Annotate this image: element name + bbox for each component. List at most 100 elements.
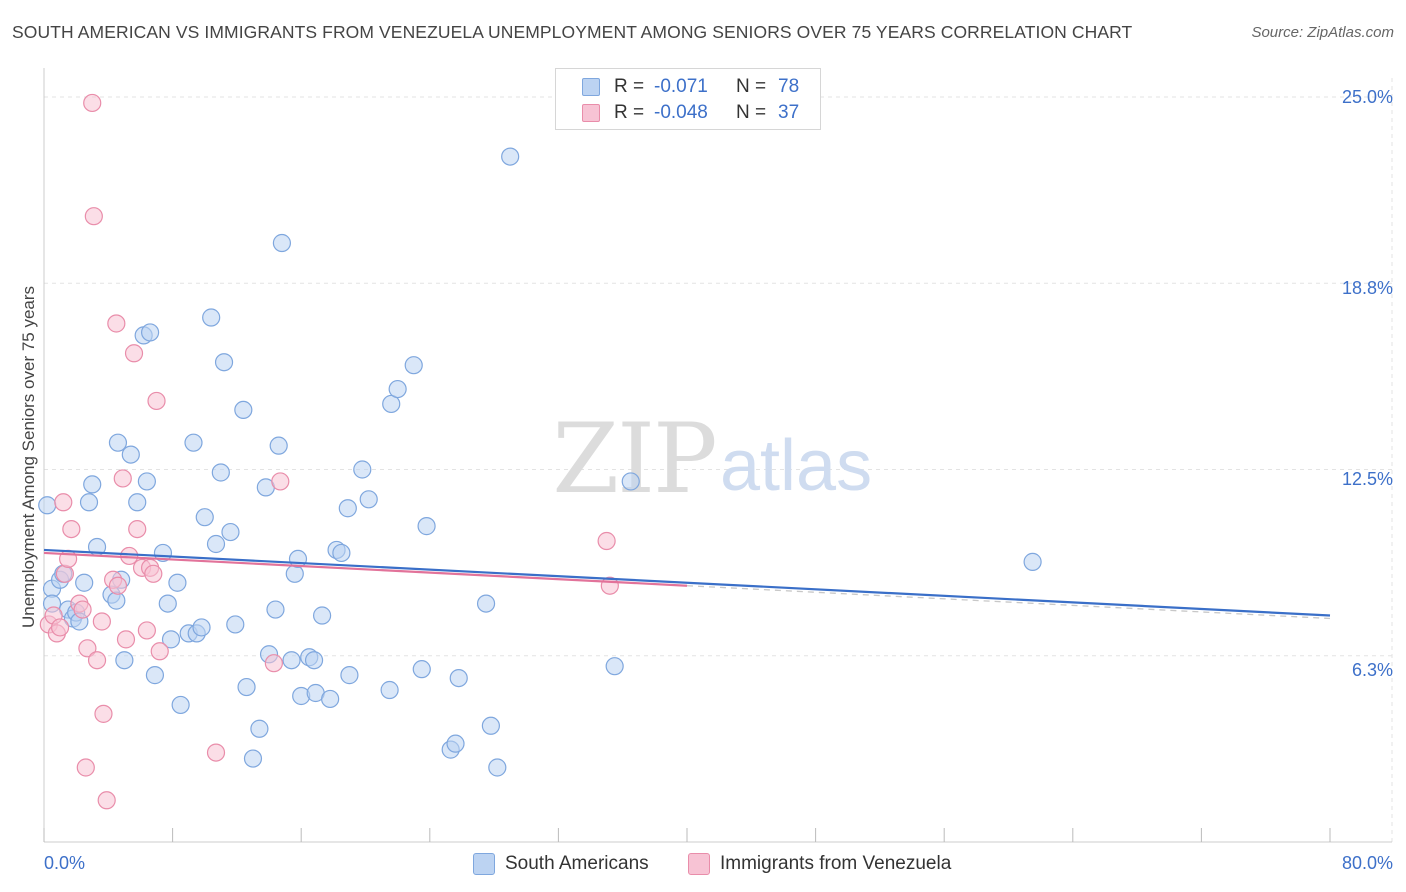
watermark-atlas: atlas [720, 426, 872, 506]
legend-swatch-blue [582, 78, 600, 96]
scatter-point [115, 651, 134, 670]
scatter-point [108, 576, 128, 595]
chart-title: SOUTH AMERICAN VS IMMIGRANTS FROM VENEZU… [12, 22, 1133, 42]
scatter-point [234, 400, 253, 419]
series-immigrants-venezuela [39, 93, 619, 810]
scatter-point [621, 472, 640, 491]
scatter-point [488, 758, 507, 777]
scatter-point [269, 436, 288, 455]
scatter-point [250, 719, 269, 738]
scatter-point [83, 475, 102, 494]
y-tick-label-12-5: 12.5% [1341, 469, 1393, 489]
scatter-point [206, 534, 226, 554]
scatter-point [476, 594, 496, 613]
legend-swatch-pink [582, 104, 600, 122]
legend-r-label: R = [614, 76, 645, 97]
legend-n-value: 37 [778, 102, 800, 123]
scatter-point [353, 460, 372, 479]
scatter-point [140, 323, 160, 342]
scatter-point [73, 600, 92, 619]
grid [44, 78, 1393, 842]
scatter-point [237, 677, 256, 697]
y-tick-label-25-0: 25.0% [1341, 87, 1393, 107]
scatter-point [243, 749, 263, 768]
scatter-point [97, 791, 116, 810]
scatter-point [184, 433, 203, 452]
scatter-point [271, 472, 290, 491]
legend-r-value: -0.048 [654, 102, 708, 123]
scatter-point [150, 642, 169, 661]
scatter-point [597, 531, 616, 551]
scatter-point [116, 630, 136, 649]
scatter-point [412, 660, 431, 679]
scatter-point [221, 522, 240, 542]
scatter-point [107, 314, 126, 333]
scatter-point [145, 666, 165, 685]
axes [43, 68, 1392, 843]
scatter-point [62, 519, 81, 539]
scatter-point [92, 612, 111, 631]
scatter-point [94, 704, 113, 723]
scatter-point [137, 621, 156, 640]
scatter-point [332, 543, 351, 563]
legend-n-label: N = [736, 102, 767, 123]
x-tick-label-max: 80.0% [1341, 853, 1393, 873]
legend-r-label: R = [614, 102, 645, 123]
scatter-point [446, 734, 465, 753]
scatter-point [605, 657, 624, 676]
scatter-point [192, 618, 211, 637]
scatter-point [304, 651, 324, 670]
watermark: ZIP atlas [552, 403, 872, 515]
scatter-point [128, 519, 147, 539]
legend-row-immigrants-venezuela: R = -0.048 N = 37 [582, 101, 799, 125]
scatter-point [75, 573, 94, 592]
scatter-point [404, 356, 423, 375]
scatter-point [121, 445, 140, 464]
bottom-legend-swatch-pink [688, 853, 710, 875]
scatter-point [206, 743, 226, 762]
trend-line-immigrants-venezuela [43, 551, 688, 587]
scatter-point [84, 207, 103, 226]
scatter-point [340, 666, 359, 685]
scatter-point [108, 433, 128, 452]
scatter-point [501, 147, 520, 166]
bottom-legend-swatch-blue [473, 853, 495, 875]
scatter-point [481, 716, 500, 735]
scatter-point [282, 651, 301, 670]
legend-n-label: N = [736, 76, 767, 97]
legend-n-value: 78 [778, 76, 800, 97]
scatter-point [76, 758, 95, 777]
chart-source: Source: ZipAtlas.com [1251, 24, 1394, 41]
scatter-point [83, 93, 102, 113]
scatter-point [137, 472, 156, 491]
scatter-point [266, 600, 285, 619]
correlation-legend: R = -0.071 N = 78 R = -0.048 N = 37 [555, 68, 821, 130]
scatter-point [50, 618, 70, 637]
scatter-point [113, 469, 132, 488]
scatter-point [202, 308, 221, 327]
scatter-point [417, 517, 436, 536]
bottom-legend-label: Immigrants from Venezuela [720, 853, 952, 874]
trend-line-extension [686, 585, 1331, 620]
scatter-point [147, 391, 166, 411]
scatter-point [38, 496, 57, 515]
scatter-point [211, 463, 230, 482]
scatter-point [321, 689, 340, 709]
x-tick-label-min: 0.0% [44, 853, 86, 873]
y-axis-label: Unemployment Among Seniors over 75 years [19, 285, 38, 629]
scatter-point [124, 344, 144, 363]
legend-r-value: -0.071 [654, 76, 708, 97]
scatter-point [195, 508, 214, 527]
scatter-point [226, 615, 245, 634]
scatter-point [264, 654, 283, 673]
scatter-point [388, 379, 407, 399]
scatter-point [144, 564, 163, 583]
scatter-point [1023, 552, 1042, 571]
scatter-point [78, 639, 97, 658]
scatter-point [158, 594, 177, 613]
scatter-point [380, 680, 399, 700]
scatter-point [55, 564, 74, 583]
scatter-point [359, 490, 378, 509]
scatter-point [168, 573, 187, 592]
